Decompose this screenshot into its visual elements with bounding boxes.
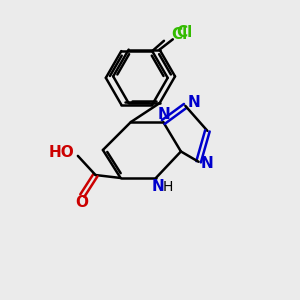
Text: Cl: Cl [171,27,188,42]
Text: N: N [187,95,200,110]
Text: N: N [152,179,165,194]
Text: HO: HO [49,146,74,160]
Text: H: H [163,180,173,194]
Text: N: N [201,156,214,171]
Text: N: N [158,107,170,122]
Text: Cl: Cl [176,25,192,40]
Text: O: O [75,195,88,210]
